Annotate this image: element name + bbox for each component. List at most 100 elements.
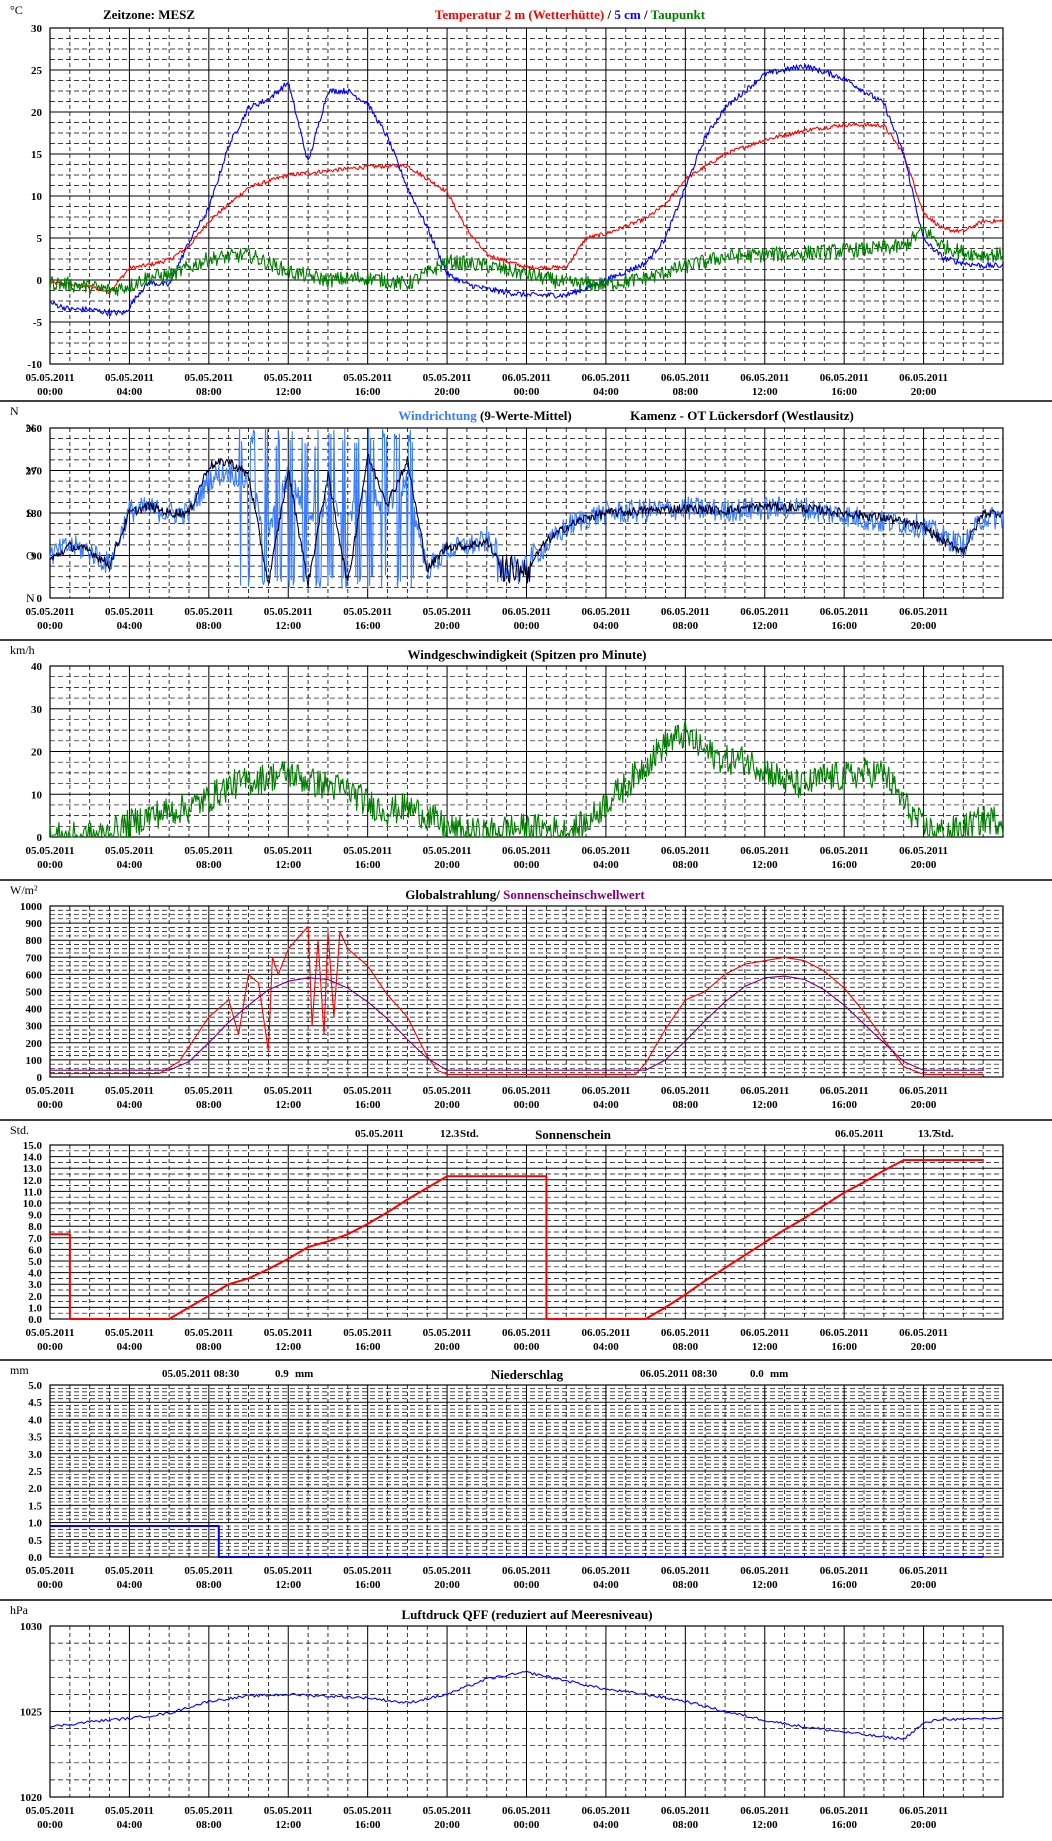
y-tick-label: 30	[31, 23, 43, 35]
series-group	[49, 719, 1004, 838]
x-tick-date: 05.05.2011	[423, 1327, 472, 1339]
direction-labels: N W S O N	[26, 421, 38, 605]
x-tick-time: 16:00	[831, 620, 857, 632]
x-tick-date: 06.05.2011	[740, 1565, 789, 1577]
y-tick-label: 0.0	[28, 1314, 42, 1326]
x-tick-time: 16:00	[831, 1819, 857, 1831]
y-unit-label: N	[10, 404, 19, 418]
panel-temperature: -10 -5 0 5 10 15 20 25 30 °C Zeitzone: MESZ Tempera…	[10, 3, 1004, 398]
y-tick-label: 15.0	[23, 1140, 43, 1152]
x-tick-date: 06.05.2011	[661, 845, 710, 857]
x-tick-date: 05.05.2011	[105, 1327, 154, 1339]
chart-title-part: Globalstrahlung/	[405, 887, 503, 902]
x-tick-date: 06.05.2011	[820, 1327, 869, 1339]
x-tick-date: 06.05.2011	[502, 1085, 551, 1097]
x-tick-date: 06.05.2011	[581, 1565, 630, 1577]
y-tick-label: 180	[26, 508, 43, 520]
x-tick-date: 05.05.2011	[26, 372, 75, 384]
series-line-wind_speed-0	[49, 719, 1004, 838]
x-tick-date: 06.05.2011	[502, 1565, 551, 1577]
x-tick-date: 06.05.2011	[820, 1805, 869, 1817]
total-date: 05.05.2011 08:30	[162, 1368, 240, 1380]
x-tick-date: 06.05.2011	[899, 1565, 948, 1577]
y-tick-label: 7.0	[28, 1233, 42, 1245]
x-tick-date: 05.05.2011	[423, 1565, 472, 1577]
x-tick-time: 08:00	[196, 1341, 222, 1353]
y-tick-label: 0	[37, 1072, 43, 1084]
x-tick-time: 16:00	[355, 1819, 381, 1831]
x-tick-date: 05.05.2011	[264, 1327, 313, 1339]
series-line-temperature-2	[49, 225, 1004, 297]
y-tick-label: 100	[26, 1055, 43, 1067]
x-tick-time: 20:00	[911, 1819, 937, 1831]
x-tick-time: 08:00	[672, 1099, 698, 1111]
x-tick-time: 08:00	[196, 1819, 222, 1831]
y-tick-label: 2.0	[28, 1483, 42, 1495]
x-tick-time: 20:00	[911, 386, 937, 398]
x-tick-date: 06.05.2011	[740, 1327, 789, 1339]
total-value: 12.3	[440, 1128, 460, 1140]
x-tick-date: 05.05.2011	[26, 1327, 75, 1339]
series-group	[49, 1670, 1004, 1741]
x-tick-date: 05.05.2011	[105, 1805, 154, 1817]
y-tick-label: 25	[31, 65, 43, 77]
x-tick-date: 06.05.2011	[581, 1085, 630, 1097]
x-tick-date: 06.05.2011	[661, 372, 710, 384]
x-tick-time: 00:00	[37, 1579, 63, 1591]
x-tick-date: 06.05.2011	[820, 845, 869, 857]
series-line-temperature-0	[49, 122, 1004, 295]
y-tick-label: 0	[37, 275, 43, 287]
x-tick-time: 12:00	[275, 1341, 301, 1353]
x-tick-time: 16:00	[355, 1099, 381, 1111]
x-tick-date: 06.05.2011	[820, 1085, 869, 1097]
direction-label: N	[26, 421, 35, 435]
x-tick-time: 20:00	[434, 386, 460, 398]
y-unit-label: mm	[10, 1363, 29, 1377]
x-tick-date: 06.05.2011	[661, 1805, 710, 1817]
total-unit: mm	[770, 1368, 788, 1380]
x-tick-date: 05.05.2011	[26, 1565, 75, 1577]
y-tick-label: 0.0	[28, 1552, 42, 1564]
x-axis-labels: 05.05.2011 00:00 05.05.2011 04:00 05.05.2011…	[26, 1805, 948, 1831]
y-unit-label: °C	[10, 3, 23, 17]
direction-label: S	[26, 506, 33, 520]
x-tick-date: 05.05.2011	[343, 1327, 392, 1339]
x-tick-date: 05.05.2011	[184, 606, 233, 618]
x-axis-labels: 05.05.2011 00:00 05.05.2011 04:00 05.05.2011…	[26, 845, 948, 871]
y-tick-label: 8.0	[28, 1221, 42, 1233]
x-tick-date: 06.05.2011	[740, 372, 789, 384]
y-unit-label: Std.	[10, 1123, 29, 1137]
y-tick-label: 800	[26, 935, 43, 947]
x-axis-labels: 05.05.2011 00:00 05.05.2011 04:00 05.05.2011…	[26, 606, 948, 632]
y-unit-label: km/h	[10, 643, 35, 657]
x-tick-date: 05.05.2011	[264, 1805, 313, 1817]
chart-title: Windrichtung (9-Werte-Mittel)	[398, 408, 571, 423]
y-tick-label: 4.5	[28, 1397, 42, 1409]
x-tick-time: 12:00	[275, 1579, 301, 1591]
x-tick-time: 04:00	[593, 1579, 619, 1591]
chart-title: Globalstrahlung/ Sonnenscheinschwellwert	[405, 887, 645, 902]
x-tick-time: 12:00	[752, 1099, 778, 1111]
x-tick-date: 06.05.2011	[820, 372, 869, 384]
y-tick-label: 40	[31, 661, 43, 673]
y-tick-label: 270	[26, 466, 43, 478]
y-tick-label: 90	[31, 551, 43, 563]
total-value: 0.9	[275, 1368, 289, 1380]
chart-title: Temperatur 2 m (Wetterhütte) / 5 cm / Ta…	[435, 7, 706, 22]
x-tick-date: 06.05.2011	[502, 1805, 551, 1817]
y-axis-labels: 0 10 20 30 40	[31, 661, 43, 844]
x-tick-time: 16:00	[355, 620, 381, 632]
x-tick-date: 05.05.2011	[26, 1085, 75, 1097]
x-tick-date: 06.05.2011	[899, 845, 948, 857]
daily-totals: 05.05.2011 08:30 0.9 mm 06.05.2011 08:30 0.0…	[162, 1368, 788, 1380]
x-tick-date: 05.05.2011	[105, 845, 154, 857]
x-tick-date: 06.05.2011	[502, 845, 551, 857]
y-tick-label: 400	[26, 1004, 43, 1016]
x-tick-date: 05.05.2011	[26, 845, 75, 857]
series-line-pressure-0	[49, 1670, 1004, 1741]
x-tick-time: 20:00	[911, 620, 937, 632]
y-tick-label: 3.5	[28, 1432, 42, 1444]
series-line-wind_direction-0	[49, 427, 1004, 589]
